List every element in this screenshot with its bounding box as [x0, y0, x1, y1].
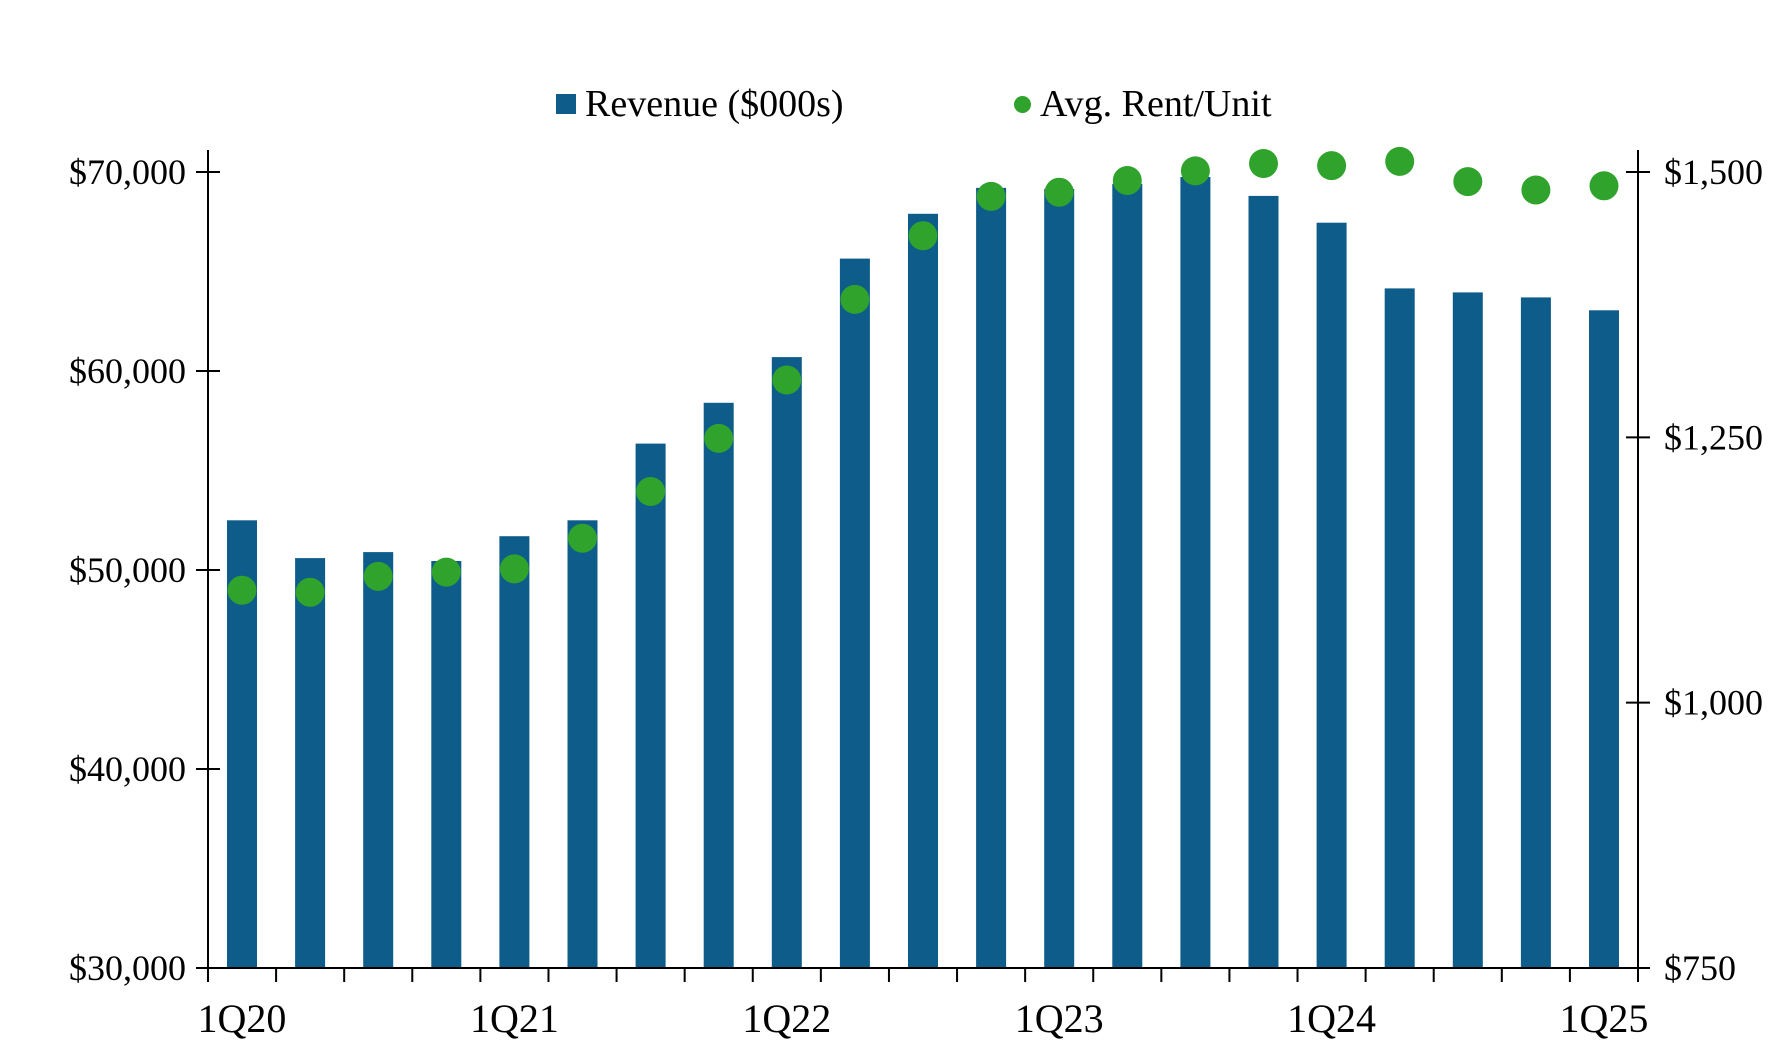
rent-dots-group — [227, 146, 1619, 607]
revenue-bars-group — [227, 177, 1619, 969]
revenue-bar — [1180, 177, 1211, 968]
revenue-bar — [1384, 288, 1415, 968]
revenue-bar — [1112, 183, 1143, 968]
revenue-bar — [771, 357, 802, 969]
left-axis-tick-label: $50,000 — [69, 550, 186, 590]
rent-dot — [295, 577, 325, 607]
rent-dot — [976, 181, 1006, 211]
x-axis-label: 1Q25 — [1560, 996, 1649, 1041]
x-axis-label: 1Q23 — [1015, 996, 1104, 1041]
right-axis-tick-label: $1,250 — [1664, 417, 1763, 457]
left-axis-tick-label: $30,000 — [69, 948, 186, 988]
left-axis-tick-label: $60,000 — [69, 351, 186, 391]
rent-dot — [1044, 177, 1074, 207]
legend-revenue-label: Revenue ($000s) — [585, 83, 844, 125]
revenue-bar — [635, 443, 666, 969]
revenue-bar — [1520, 297, 1551, 968]
revenue-bar — [1452, 292, 1483, 968]
revenue-bar — [1248, 195, 1279, 968]
rent-dot — [1385, 146, 1415, 176]
axes-group: $30,000 $40,000 $50,000 $60,000 $70,000 $750 $… — [69, 150, 1763, 1041]
rent-dot — [772, 365, 802, 395]
revenue-bar — [1589, 310, 1619, 968]
revenue-bar — [1044, 188, 1075, 968]
rent-swatch-icon — [1014, 95, 1031, 113]
chart-legend: Revenue ($000s) Avg. Rent/Unit — [0, 80, 1785, 128]
x-axis-label: 1Q24 — [1287, 996, 1376, 1041]
rent-dot — [1521, 175, 1551, 205]
right-axis-tick-label: $1,500 — [1664, 152, 1763, 192]
rent-dot — [568, 523, 597, 553]
left-axis-tick-label: $70,000 — [69, 152, 186, 192]
right-axis-tick-label: $750 — [1664, 948, 1736, 988]
revenue-bar — [1316, 222, 1347, 968]
rent-dot — [363, 561, 393, 591]
x-axis-label: 1Q21 — [470, 996, 559, 1041]
revenue-swatch-icon — [556, 94, 576, 114]
revenue-bar — [499, 536, 530, 968]
rent-dot — [499, 554, 529, 584]
right-axis-tick-label: $1,000 — [1664, 683, 1763, 723]
legend-item-revenue: Revenue ($000s) — [556, 80, 844, 128]
revenue-bar — [567, 520, 598, 969]
revenue-bar — [363, 552, 394, 968]
revenue-bar — [976, 187, 1007, 968]
revenue-bar — [839, 258, 870, 969]
rent-dot — [840, 284, 870, 314]
rent-dot — [908, 221, 938, 251]
x-axis-label: 1Q20 — [198, 996, 287, 1041]
rent-dot — [1249, 149, 1278, 178]
rent-dot — [1317, 151, 1347, 181]
legend-rent-label: Avg. Rent/Unit — [1040, 83, 1272, 125]
revenue-bar — [703, 402, 734, 968]
revenue-bar — [908, 213, 938, 969]
revenue-bar — [431, 561, 462, 968]
rent-dot — [1180, 156, 1210, 186]
rent-dot — [704, 423, 734, 453]
legend-item-rent: Avg. Rent/Unit — [1014, 80, 1272, 128]
rent-dot — [636, 477, 666, 506]
rent-dot — [1453, 167, 1483, 197]
left-axis-tick-label: $40,000 — [69, 749, 186, 789]
rent-dot — [227, 575, 257, 605]
rent-dot — [1112, 166, 1142, 195]
rent-dot — [1589, 171, 1619, 201]
revenue-bar — [295, 558, 326, 968]
rent-dot — [431, 557, 461, 587]
x-axis-label: 1Q22 — [742, 996, 831, 1041]
